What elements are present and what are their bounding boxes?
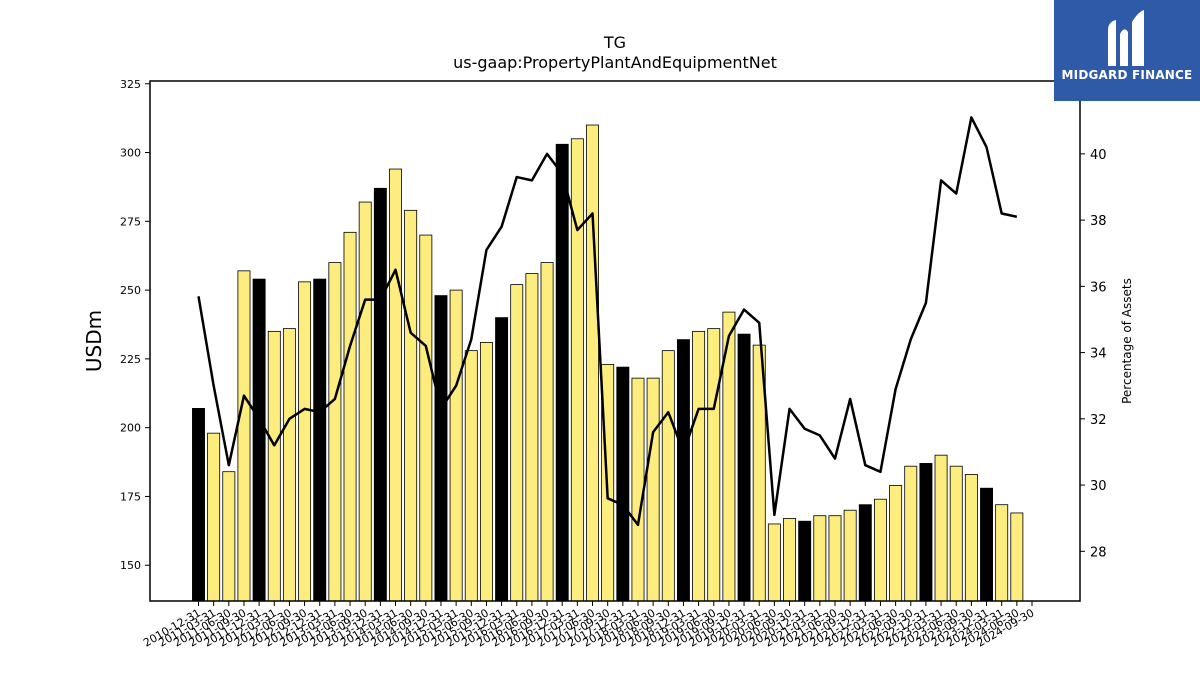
y2-tick-label: 32	[1090, 413, 1107, 428]
bar	[464, 350, 478, 602]
y-tick-label: 300	[120, 147, 141, 160]
bar	[646, 377, 660, 602]
bar	[631, 377, 645, 602]
bar	[813, 515, 827, 602]
y-tick-label: 150	[120, 559, 141, 572]
bar	[207, 432, 221, 602]
bar	[540, 262, 554, 602]
bar	[707, 328, 721, 602]
brand-name: MIDGARD FINANCE	[1061, 68, 1193, 82]
bar	[282, 328, 296, 602]
bar	[858, 504, 872, 602]
x-axis: 2010-12-312011-03-312011-06-302011-09-30…	[141, 601, 1037, 650]
bar	[328, 262, 342, 602]
y-tick-label: 275	[120, 215, 141, 228]
y2-axis-label: Percentage of Assets	[1120, 278, 1134, 404]
bar	[783, 518, 796, 602]
y-tick-label: 175	[120, 490, 141, 503]
bar	[767, 523, 781, 602]
bar	[343, 231, 357, 602]
bar	[798, 520, 812, 602]
bar-series	[192, 124, 1024, 602]
bar	[995, 504, 1009, 602]
bar	[373, 187, 387, 602]
y2-tick-label: 30	[1090, 479, 1107, 494]
chart-subtitle: us-gaap:PropertyPlantAndEquipmentNet	[453, 53, 777, 72]
bar	[192, 408, 205, 602]
bar	[737, 333, 751, 602]
y2-tick-label: 36	[1090, 280, 1107, 295]
y-tick-label: 250	[120, 284, 141, 297]
bar	[661, 350, 675, 602]
bar	[873, 498, 887, 602]
bar	[389, 168, 402, 602]
bar	[449, 289, 463, 602]
bar	[267, 330, 281, 602]
bar	[510, 284, 524, 602]
plot-frame	[149, 80, 1081, 602]
bar	[555, 143, 569, 602]
y2-tick-label: 34	[1090, 347, 1107, 362]
bar	[692, 330, 706, 602]
y2-axis: 28 30 32 34 36 38 40	[1080, 148, 1107, 560]
bar	[479, 341, 493, 602]
bar	[419, 234, 433, 602]
bar	[404, 209, 418, 602]
bar	[889, 485, 903, 602]
bar	[358, 201, 372, 602]
bar	[1010, 512, 1024, 602]
chart-title: TG	[603, 33, 626, 52]
bar	[586, 124, 599, 602]
bar	[570, 138, 584, 602]
y-axis: 150 175 200 225 250 275 300 325	[120, 78, 150, 572]
y-tick-label: 225	[120, 353, 141, 366]
bar	[904, 465, 918, 602]
bar	[949, 465, 963, 602]
bar	[828, 515, 842, 602]
bar	[843, 509, 857, 602]
y2-tick-label: 38	[1090, 214, 1107, 229]
y2-tick-label: 28	[1090, 545, 1107, 560]
bar	[676, 339, 690, 602]
line-series	[197, 116, 1018, 527]
bar	[964, 474, 978, 602]
bar	[252, 278, 266, 602]
line-path	[197, 116, 1018, 527]
bar	[298, 281, 312, 602]
y-tick-label: 200	[120, 422, 141, 435]
bar	[313, 278, 327, 602]
midgard-logo-icon	[1108, 10, 1144, 66]
bar	[237, 270, 251, 602]
bar	[980, 487, 993, 602]
bar	[934, 454, 948, 602]
y-axis-label: USDm	[82, 310, 106, 372]
bar	[525, 273, 539, 602]
bar	[434, 295, 448, 602]
y-tick-label: 325	[120, 78, 141, 91]
bar	[222, 471, 236, 602]
y2-tick-label: 40	[1090, 148, 1107, 163]
bar	[616, 366, 630, 602]
bar	[495, 317, 509, 602]
bar	[919, 463, 933, 602]
brand-logo: MIDGARD FINANCE	[1054, 0, 1200, 101]
